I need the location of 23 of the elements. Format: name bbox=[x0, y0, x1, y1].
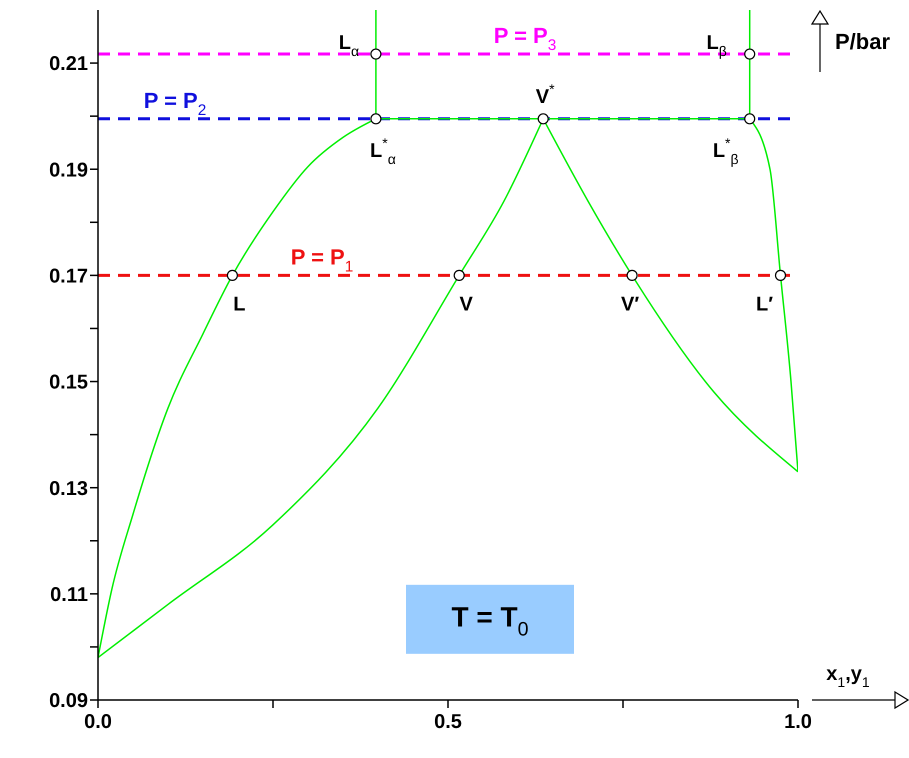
ref-line-label: P = P$_{2}$ bbox=[144, 88, 206, 118]
x-tick-label: 1.0 bbox=[784, 711, 812, 734]
y-tick-label: 0.19 bbox=[49, 159, 88, 182]
annotation: L bbox=[233, 294, 246, 316]
y-tick-label: 0.15 bbox=[49, 372, 88, 394]
x-axis-title: x$_{1}$,y$_{1}$ bbox=[826, 663, 870, 690]
annotation: V$^{*}$ bbox=[536, 80, 556, 108]
y-tick-label: 0.09 bbox=[49, 690, 88, 712]
annotation: T = T$_{0}$ bbox=[451, 602, 529, 640]
y-tick-label: 0.21 bbox=[49, 53, 88, 76]
x-tick-label: 0.0 bbox=[84, 711, 112, 734]
y-tick-label: 0.17 bbox=[49, 265, 88, 288]
annotation: V bbox=[460, 294, 474, 316]
text-box: T = T$_{0}$ bbox=[406, 584, 574, 654]
annotation: V′ bbox=[621, 294, 640, 316]
annotation: L′ bbox=[756, 294, 774, 316]
ref-line-label: P = P$_{1}$ bbox=[290, 244, 354, 275]
annotation: L$_{α}$ bbox=[338, 32, 360, 59]
y-tick-label: 0.13 bbox=[49, 478, 88, 500]
ref-line-label: P = P$_{3}$ bbox=[494, 22, 556, 54]
x-tick-label: 0.5 bbox=[434, 711, 462, 734]
y-tick-label: 0.11 bbox=[50, 584, 88, 606]
y-axis-title: P/bar bbox=[835, 28, 890, 54]
